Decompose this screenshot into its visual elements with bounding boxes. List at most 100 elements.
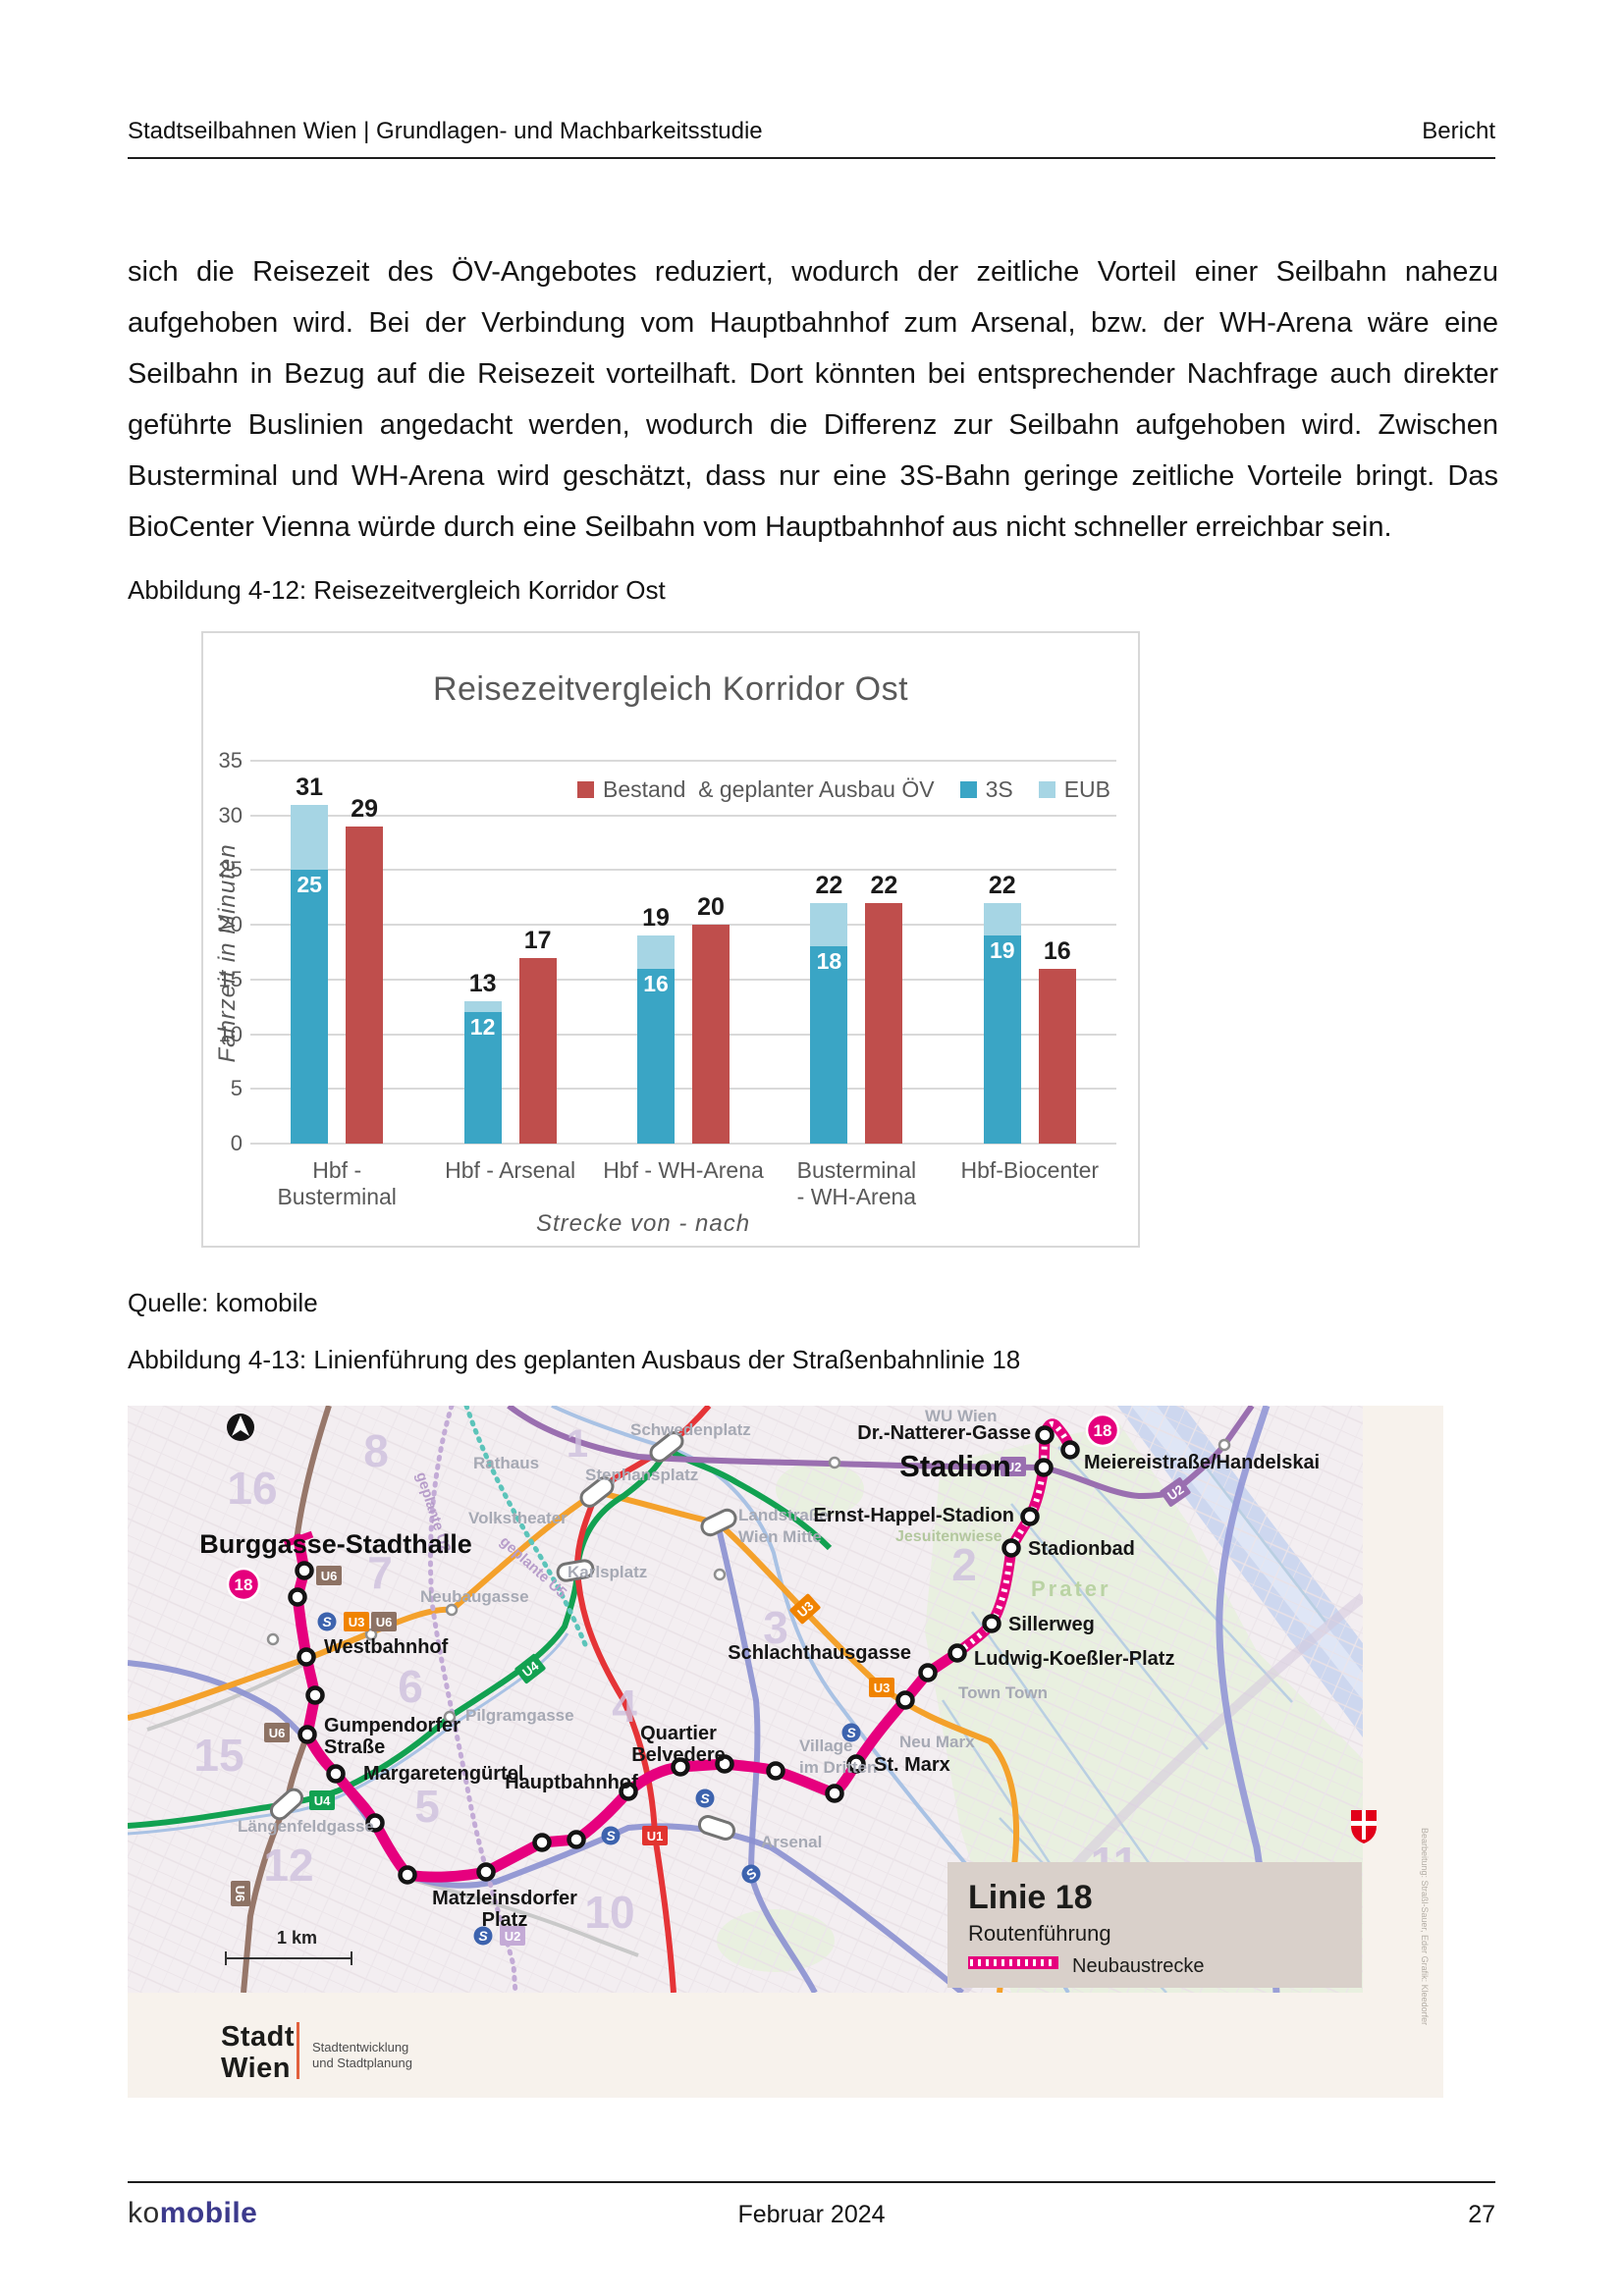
- gridline: [250, 978, 1116, 981]
- map-legend-item: Neubaustrecke: [1072, 1955, 1205, 1977]
- district-number: 10: [584, 1887, 634, 1938]
- svg-text:U6: U6: [233, 1886, 247, 1902]
- station-dot: [671, 1757, 690, 1777]
- value-label-bestand: 17: [523, 926, 552, 954]
- legend-item: 3S: [959, 776, 1013, 803]
- bar-3s: [983, 935, 1021, 1144]
- district-number: 8: [363, 1425, 389, 1476]
- station-dot: [398, 1865, 417, 1885]
- gridline: [250, 760, 1116, 762]
- station-dot: [715, 1754, 734, 1774]
- svg-text:U1: U1: [647, 1829, 664, 1843]
- u2-badge: U2: [500, 1926, 525, 1946]
- interchange-oval: [649, 1431, 684, 1463]
- value-label-bestand: 16: [1043, 936, 1071, 965]
- bar-bestand: [865, 902, 903, 1144]
- x-category-label: Hbf - WH-Arena: [603, 1157, 764, 1183]
- y-tick-label: 25: [218, 857, 243, 882]
- bar-eub: [637, 935, 675, 969]
- station-dot: [1001, 1538, 1021, 1558]
- svg-text:U3: U3: [874, 1681, 891, 1695]
- map-label: St. Marx: [874, 1754, 950, 1776]
- district-number: 3: [763, 1602, 788, 1653]
- map-label: Wien Mitte: [738, 1527, 822, 1546]
- svg-text:U2: U2: [1005, 1460, 1022, 1474]
- bar-bestand: [346, 826, 384, 1144]
- sbahn-badge: S: [317, 1612, 337, 1631]
- bar-3s: [810, 946, 848, 1144]
- gridline: [250, 869, 1116, 872]
- station-dot: [532, 1833, 552, 1852]
- legend-label: EUB: [1063, 776, 1110, 802]
- value-label-total: 22: [988, 871, 1016, 899]
- map-label: Platz: [482, 1909, 528, 1931]
- legend-label: 3S: [985, 776, 1013, 802]
- u2-badge: U2: [1160, 1477, 1191, 1507]
- map-label: Stadion: [899, 1449, 1011, 1483]
- station-dot: [1035, 1425, 1055, 1445]
- svg-text:U6: U6: [376, 1615, 393, 1629]
- station-dot: [365, 1813, 385, 1833]
- svg-text:Wien: Wien: [221, 2053, 291, 2084]
- station-dot: [295, 1561, 314, 1580]
- interchange-oval: [697, 1815, 736, 1841]
- vienna-shield-icon: [1351, 1810, 1377, 1843]
- planned-u5-line: [463, 1406, 590, 1652]
- tram-18-existing: [292, 1533, 963, 1883]
- x-category-label: Busterminal - WH-Arena: [796, 1157, 917, 1209]
- scale-bar: 1 km: [225, 1928, 352, 1965]
- svg-text:U2: U2: [505, 1929, 521, 1944]
- y-tick-label: 20: [218, 912, 243, 937]
- minor-station-dot: [1217, 1438, 1231, 1452]
- map-legend-subtitle: Routenführung: [968, 1921, 1111, 1946]
- gridline: [250, 924, 1116, 927]
- map-label: Pilgramgasse: [465, 1706, 574, 1725]
- value-label-total: 31: [296, 773, 324, 801]
- value-label-3s: 12: [469, 1014, 496, 1041]
- u3-badge: U3: [344, 1612, 369, 1631]
- svg-text:S: S: [606, 1828, 616, 1843]
- sbahn-badge: S: [695, 1789, 715, 1808]
- map-label: Volkstheater: [468, 1509, 568, 1527]
- bar-bestand: [1038, 968, 1076, 1144]
- minor-station-dot: [266, 1632, 280, 1646]
- district-number: 1: [567, 1422, 588, 1466]
- station-dot: [288, 1587, 307, 1607]
- map-label: Belvedere: [631, 1744, 726, 1766]
- u2-badge: U2: [1001, 1457, 1026, 1476]
- u6-badge: U6: [264, 1723, 290, 1742]
- map-label: Burggasse-Stadthalle: [199, 1529, 472, 1559]
- u6-line: [241, 1406, 332, 1993]
- bar-eub: [291, 804, 329, 871]
- svg-text:S: S: [478, 1928, 488, 1944]
- station-dot: [895, 1690, 915, 1710]
- bar-3s: [291, 870, 329, 1144]
- map-label: Matzleinsdorfer: [432, 1888, 577, 1909]
- chart-legend: Bestand & geplanter Ausbau ÖV 3S EUB: [576, 776, 1110, 803]
- u3-badge: U3: [789, 1593, 821, 1625]
- komobile-logo: komobile: [128, 2197, 257, 2230]
- map-label: Stadionbad: [1028, 1538, 1135, 1560]
- planned-u2-line: [427, 1406, 518, 1993]
- figure-caption-4-12: Abbildung 4-12: Reisezeitvergleich Korri…: [128, 575, 666, 605]
- map-label: Meiereistraße/Handelskai: [1084, 1452, 1320, 1473]
- map-label: Karlsplatz: [568, 1563, 647, 1581]
- gridline: [250, 1033, 1116, 1036]
- value-label-total: 13: [468, 970, 497, 998]
- bar-bestand: [692, 925, 730, 1144]
- interchange-oval: [556, 1559, 595, 1582]
- station-dot: [918, 1663, 938, 1682]
- value-label-bestand: 22: [870, 871, 898, 899]
- legend-label: Bestand & geplanter Ausbau ÖV: [602, 776, 935, 802]
- chart-x-axis-title: Strecke von - nach: [535, 1210, 751, 1237]
- bar-eub: [983, 902, 1021, 936]
- x-category-label: Hbf - Busterminal: [277, 1157, 397, 1209]
- map-label: Längenfeldgasse: [238, 1817, 374, 1836]
- map-label: Stephansplatz: [585, 1466, 698, 1484]
- legend-swatch: [576, 781, 594, 798]
- footer-page-number: 27: [1468, 2201, 1495, 2228]
- svg-text:U3: U3: [349, 1615, 365, 1629]
- u4-line: [128, 1440, 833, 1829]
- gridline: [250, 1143, 1116, 1145]
